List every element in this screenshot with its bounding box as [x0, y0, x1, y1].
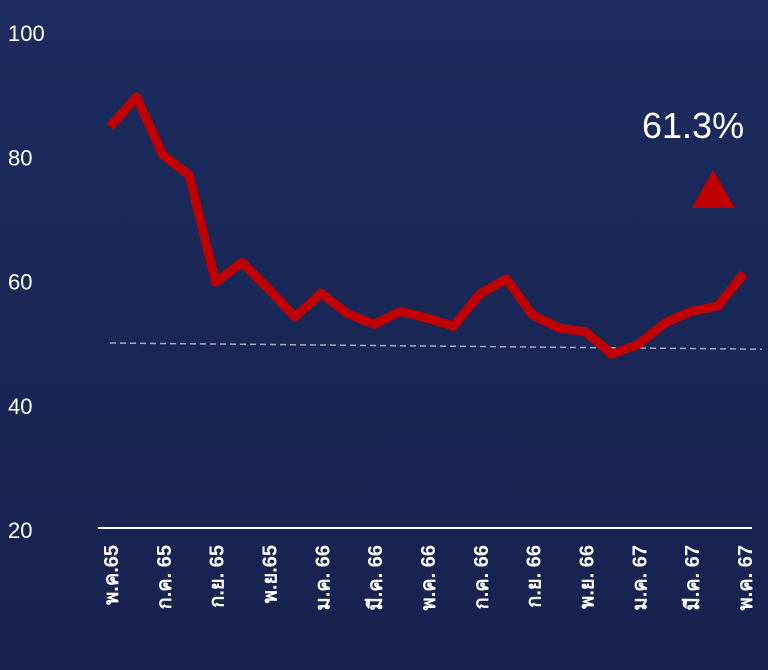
y-tick-label: 60 [8, 270, 32, 295]
x-tick-label: ม.ค. 67 [629, 545, 651, 610]
y-tick-label: 20 [8, 518, 32, 543]
x-tick-label: มี.ค. 66 [364, 545, 387, 610]
y-tick-label: 100 [8, 21, 45, 46]
reference-line [109, 342, 763, 350]
x-tick-label: พ.ค.65 [101, 545, 123, 605]
x-tick-label: พ.ค. 67 [735, 545, 757, 610]
x-tick-label: พ.ย. 66 [577, 545, 599, 609]
x-tick-label: มี.ค. 67 [681, 545, 704, 610]
y-tick-label: 80 [8, 145, 32, 170]
x-tick-label: พ.ค. 66 [418, 545, 440, 610]
x-tick-label: ก.ย. 66 [524, 545, 546, 608]
x-tick-label: ก.ย. 65 [207, 545, 229, 608]
annotation: 61.3% [642, 105, 744, 146]
x-tick-label: ก.ค. 66 [471, 545, 493, 609]
line [106, 92, 748, 359]
y-tick-label: 40 [8, 394, 32, 419]
x-tick-label: ม.ค. 66 [312, 545, 334, 610]
up-arrow [692, 170, 735, 208]
x-tick-label: พ.ย.65 [260, 545, 282, 603]
x-tick-label: ก.ค. 65 [154, 545, 176, 609]
